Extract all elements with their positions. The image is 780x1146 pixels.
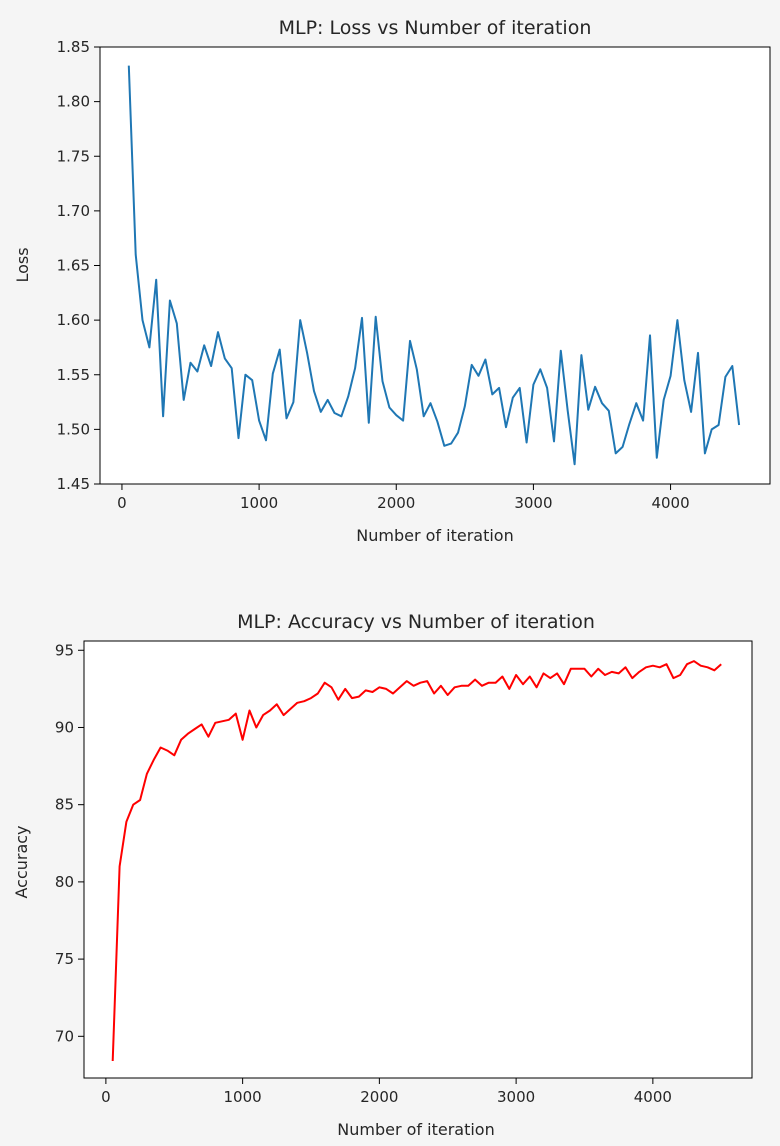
loss-y-tick-label: 1.75 xyxy=(57,147,90,165)
loss-x-tick-label: 3000 xyxy=(514,494,552,512)
accuracy-series xyxy=(111,660,722,1062)
loss-y-tick-label: 1.65 xyxy=(57,257,90,275)
accuracy-x-tick-label: 2000 xyxy=(360,1088,398,1106)
accuracy-series-line xyxy=(111,660,722,1062)
loss-series-line xyxy=(127,65,741,466)
accuracy-y-tick-label: 95 xyxy=(55,641,74,659)
loss-y-tick-label: 1.60 xyxy=(57,311,90,329)
loss-x-tick-label: 1000 xyxy=(240,494,278,512)
loss-x-tick-label: 2000 xyxy=(377,494,415,512)
accuracy-plot-area xyxy=(83,640,753,1079)
loss-y-tick-label: 1.45 xyxy=(57,475,90,493)
loss-y-tick-label: 1.55 xyxy=(57,366,90,384)
accuracy-ticks: 0 1000 2000 3000 4000 70 75 80 85 90 95 xyxy=(55,641,672,1106)
loss-series xyxy=(127,65,741,466)
loss-plot-area xyxy=(99,46,771,485)
accuracy-chart-title: MLP: Accuracy vs Number of iteration xyxy=(237,611,595,633)
loss-y-tick-label: 1.85 xyxy=(57,38,90,56)
accuracy-y-tick-label: 85 xyxy=(55,796,74,814)
loss-ticks: 0 1000 2000 3000 4000 1.45 1.50 1.55 1.60 1.65 1.7… xyxy=(57,38,690,512)
accuracy-x-tick-label: 1000 xyxy=(224,1088,262,1106)
accuracy-x-tick-label: 0 xyxy=(101,1088,111,1106)
accuracy-x-tick-label: 4000 xyxy=(634,1088,672,1106)
loss-y-axis-label: Loss xyxy=(13,247,32,282)
accuracy-y-tick-label: 70 xyxy=(55,1027,74,1045)
loss-y-tick-label: 1.50 xyxy=(57,420,90,438)
accuracy-y-tick-label: 75 xyxy=(55,950,74,968)
accuracy-chart: MLP: Accuracy vs Number of iteration Num… xyxy=(12,611,753,1139)
loss-y-tick-label: 1.80 xyxy=(57,93,90,111)
loss-x-tick-label: 4000 xyxy=(651,494,689,512)
accuracy-y-tick-label: 90 xyxy=(55,718,74,736)
accuracy-y-tick-label: 80 xyxy=(55,873,74,891)
loss-x-axis-label: Number of iteration xyxy=(356,526,513,545)
accuracy-y-axis-label: Accuracy xyxy=(12,825,31,898)
loss-chart-title: MLP: Loss vs Number of iteration xyxy=(279,17,592,39)
accuracy-x-axis-label: Number of iteration xyxy=(337,1120,494,1139)
accuracy-x-tick-label: 3000 xyxy=(497,1088,535,1106)
loss-chart: MLP: Loss vs Number of iteration Number … xyxy=(13,17,771,545)
loss-x-tick-label: 0 xyxy=(117,494,127,512)
loss-y-tick-label: 1.70 xyxy=(57,202,90,220)
